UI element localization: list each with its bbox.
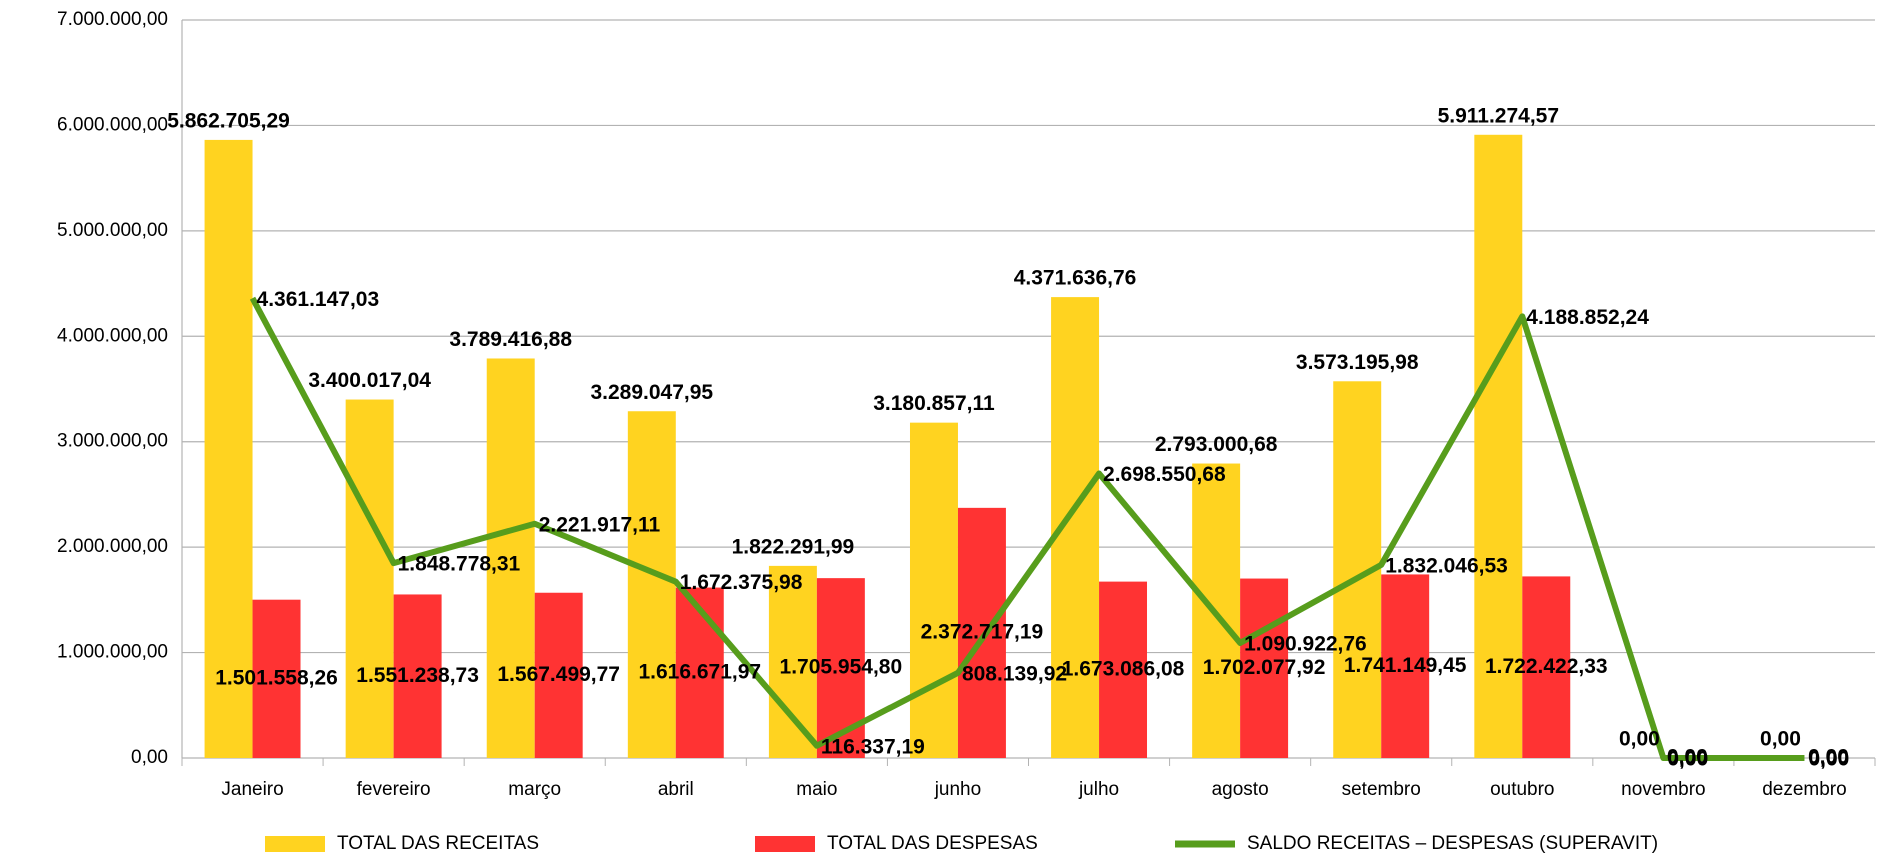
value-label: 3.289.047,95 (590, 381, 713, 404)
value-label: 808.139,92 (962, 662, 1067, 685)
value-label: 2.372.717,19 (921, 620, 1044, 643)
bar (393, 594, 442, 758)
value-label: 0,00 (1667, 748, 1708, 771)
legend-label: TOTAL DAS DESPESAS (827, 833, 1038, 854)
value-label: 1.705.954,80 (780, 656, 903, 679)
x-tick-label: novembro (1621, 779, 1706, 800)
bar (1381, 574, 1430, 758)
bar (486, 358, 535, 758)
value-label: 1.848.778,31 (398, 553, 521, 576)
x-tick-label: fevereiro (357, 779, 431, 800)
value-label: 0,00 (1808, 748, 1849, 771)
value-label: 1.567.499,77 (497, 663, 620, 686)
bar (252, 599, 301, 758)
value-label: 1.822.291,99 (732, 535, 855, 558)
value-label: 1.832.046,53 (1385, 554, 1508, 577)
value-label: 1.722.422,33 (1485, 655, 1608, 678)
value-label: 1.673.086,08 (1062, 657, 1185, 680)
line (249, 296, 1805, 761)
y-tick-label: 5.000.000,00 (57, 220, 168, 241)
legend-swatch (265, 836, 325, 852)
value-label: 1.702.077,92 (1203, 656, 1326, 679)
bar (345, 399, 394, 758)
bar (1474, 134, 1523, 758)
y-tick-label: 2.000.000,00 (57, 536, 168, 557)
bar (1240, 578, 1289, 758)
y-tick-label: 6.000.000,00 (57, 114, 168, 135)
legend-label: TOTAL DAS RECEITAS (337, 833, 539, 854)
y-tick-label: 0,00 (131, 747, 168, 768)
legend-swatch (755, 836, 815, 852)
value-label: 1.090.922,76 (1244, 633, 1367, 656)
y-tick-label: 3.000.000,00 (57, 431, 168, 452)
value-label: 3.400.017,04 (308, 369, 431, 392)
value-label: 116.337,19 (821, 735, 925, 758)
value-label: 5.862.705,29 (167, 109, 290, 132)
bar (204, 139, 253, 759)
value-label: 5.911.274,57 (1438, 104, 1559, 127)
y-tick-label: 1.000.000,00 (57, 642, 168, 663)
bar (675, 587, 724, 758)
x-tick-label: abril (658, 779, 694, 800)
x-tick-label: outubro (1490, 779, 1554, 800)
value-label: 0,00 (1760, 728, 1801, 751)
bar (768, 565, 817, 758)
x-tick-label: junho (934, 779, 982, 800)
value-label: 2.221.917,11 (539, 513, 661, 536)
bar (1522, 576, 1571, 758)
bar (909, 422, 958, 758)
x-tick-label: agosto (1212, 779, 1269, 800)
value-label: 2.793.000,68 (1155, 433, 1278, 456)
value-label: 1.501.558,26 (215, 666, 338, 689)
bar (957, 507, 1006, 758)
value-label: 4.361.147,03 (257, 288, 380, 311)
x-tick-label: setembro (1342, 779, 1421, 800)
value-label: 2.698.550,68 (1103, 463, 1226, 486)
value-label: 4.371.636,76 (1014, 267, 1137, 290)
value-label: 0,00 (1808, 746, 1849, 769)
bar (1099, 581, 1148, 758)
x-tick-label: março (508, 779, 561, 800)
value-label: 0,00 (1619, 728, 1660, 751)
value-label: 3.789.416,88 (449, 328, 572, 351)
value-label: 3.180.857,11 (873, 392, 995, 415)
value-label: 1.741.149,45 (1344, 654, 1467, 677)
x-tick-label: Janeiro (221, 779, 283, 800)
value-label: 1.616.671,97 (638, 660, 761, 683)
value-label: 4.188.852,24 (1526, 306, 1649, 329)
x-tick-label: julho (1078, 779, 1119, 800)
value-label: 1.672.375,98 (680, 571, 803, 594)
x-tick-label: dezembro (1762, 779, 1847, 800)
value-label: 3.573.195,98 (1296, 351, 1419, 374)
x-tick-label: maio (796, 779, 837, 800)
bar (534, 592, 583, 758)
y-tick-label: 7.000.000,00 (57, 9, 168, 30)
legend-label: SALDO RECEITAS – DESPESAS (SUPERAVIT) (1247, 833, 1658, 854)
y-tick-label: 4.000.000,00 (57, 325, 168, 346)
value-label: 1.551.238,73 (356, 664, 479, 687)
bar (627, 411, 676, 758)
value-label: 0,00 (1667, 746, 1708, 769)
